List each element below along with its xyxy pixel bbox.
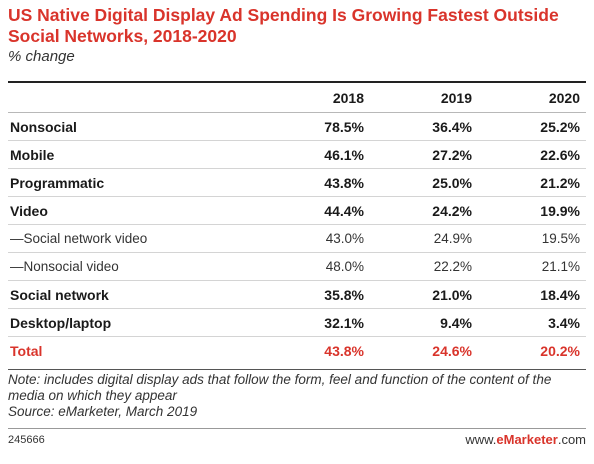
table-row: Video 44.4% 24.2% 19.9% bbox=[8, 196, 586, 225]
table-cell: 9.4% bbox=[370, 308, 478, 337]
row-label: Desktop/laptop bbox=[8, 308, 260, 337]
table-cell: 36.4% bbox=[370, 112, 478, 141]
row-label: Programmatic bbox=[8, 168, 260, 197]
brand-prefix: www. bbox=[465, 432, 497, 447]
table-cell: 25.0% bbox=[370, 168, 478, 197]
data-table: 2018 2019 2020 Nonsocial 78.5% 36.4% 25.2% M… bbox=[8, 83, 586, 364]
table-row: Total 43.8% 24.6% 20.2% bbox=[8, 337, 586, 365]
table-cell: 24.9% bbox=[370, 224, 478, 253]
table-cell: 19.9% bbox=[478, 196, 586, 225]
table-cell: 27.2% bbox=[370, 140, 478, 169]
table-cell: 22.6% bbox=[478, 140, 586, 169]
table-row: Nonsocial 78.5% 36.4% 25.2% bbox=[8, 112, 586, 141]
table-cell: 21.1% bbox=[478, 252, 586, 281]
row-label: —Nonsocial video bbox=[8, 252, 260, 281]
bottom-rule bbox=[8, 369, 586, 370]
table-cell: 19.5% bbox=[478, 224, 586, 253]
table-row: Programmatic 43.8% 25.0% 21.2% bbox=[8, 168, 586, 197]
brand-name: eMarketer bbox=[496, 432, 558, 447]
header-row: 2018 2019 2020 bbox=[8, 83, 586, 113]
table-cell: 35.8% bbox=[260, 280, 370, 309]
row-label: Mobile bbox=[8, 140, 260, 169]
note-text: Note: includes digital display ads that … bbox=[8, 372, 552, 403]
chart-id: 245666 bbox=[8, 434, 45, 446]
brand-suffix: .com bbox=[557, 432, 586, 447]
table-cell: 32.1% bbox=[260, 308, 370, 337]
table-cell: 24.6% bbox=[432, 342, 472, 359]
row-label: Video bbox=[8, 196, 260, 225]
table-row: Social network 35.8% 21.0% 18.4% bbox=[8, 280, 586, 309]
table-cell: 43.8% bbox=[260, 168, 370, 197]
row-label: Total bbox=[10, 342, 43, 359]
table-cell: 21.0% bbox=[370, 280, 478, 309]
table-body: Nonsocial 78.5% 36.4% 25.2% Mobile 46.1% 27.2%… bbox=[8, 112, 586, 365]
table-cell: 24.2% bbox=[370, 196, 478, 225]
table-cell: 25.2% bbox=[478, 112, 586, 141]
table-row: Mobile 46.1% 27.2% 22.6% bbox=[8, 140, 586, 169]
row-label: Nonsocial bbox=[8, 112, 260, 141]
chart-subtitle: % change bbox=[8, 48, 75, 65]
column-header: 2018 bbox=[260, 83, 370, 113]
table-cell: 3.4% bbox=[478, 308, 586, 337]
footer-rule bbox=[8, 428, 586, 429]
top-rule bbox=[8, 81, 586, 83]
table-cell: 44.4% bbox=[260, 196, 370, 225]
table-cell: 46.1% bbox=[260, 140, 370, 169]
notes: Note: includes digital display ads that … bbox=[8, 372, 586, 420]
row-label: —Social network video bbox=[8, 224, 260, 253]
table-cell: 48.0% bbox=[260, 252, 370, 281]
brand-logo[interactable]: www.eMarketer.com bbox=[465, 432, 586, 447]
column-header: 2020 bbox=[478, 83, 586, 113]
table-cell: 18.4% bbox=[478, 280, 586, 309]
row-label: Social network bbox=[8, 280, 260, 309]
table-row: —Social network video 43.0% 24.9% 19.5% bbox=[8, 224, 586, 253]
table-row: —Nonsocial video 48.0% 22.2% 21.1% bbox=[8, 252, 586, 281]
chart-title: US Native Digital Display Ad Spending Is… bbox=[8, 5, 559, 46]
table-cell: 22.2% bbox=[370, 252, 478, 281]
table-cell: 43.8% bbox=[324, 342, 364, 359]
table-cell: 21.2% bbox=[478, 168, 586, 197]
table-cell: 43.0% bbox=[260, 224, 370, 253]
table-row: Desktop/laptop 32.1% 9.4% 3.4% bbox=[8, 308, 586, 337]
table-cell: 20.2% bbox=[540, 342, 580, 359]
column-header: 2019 bbox=[370, 83, 478, 113]
header-corner bbox=[8, 83, 260, 113]
source-text: Source: eMarketer, March 2019 bbox=[8, 404, 198, 419]
table-cell: 78.5% bbox=[260, 112, 370, 141]
